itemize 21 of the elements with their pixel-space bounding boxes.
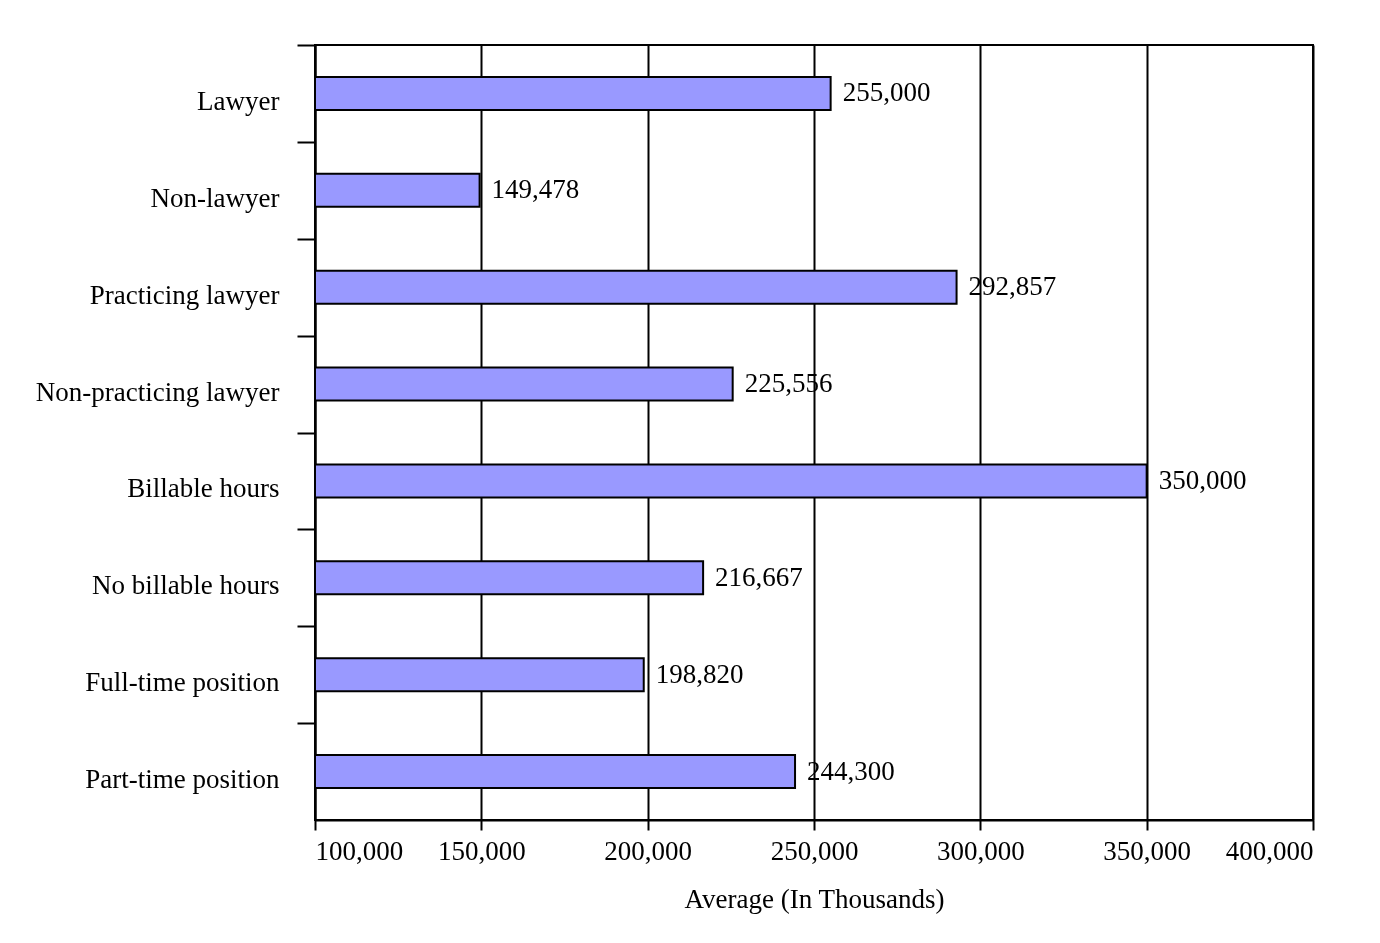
data-label: 216,667	[715, 561, 803, 592]
y-tick-label: Non-practicing lawyer	[35, 376, 280, 407]
y-tick-label: Non-lawyer	[150, 182, 280, 213]
y-tick-label: Full-time position	[85, 667, 280, 698]
data-label: 350,000	[1158, 464, 1247, 495]
x-tick-label: 150,000	[437, 835, 526, 866]
y-tick-label: No billable hours	[92, 570, 280, 601]
data-label: 198,820	[655, 658, 744, 689]
y-tick-label: Practicing lawyer	[89, 279, 280, 310]
x-tick-label: 300,000	[936, 835, 1025, 866]
y-tick-label: Part-time position	[85, 764, 280, 795]
data-label: 255,000	[842, 77, 931, 108]
x-tick-label: 400,000	[1225, 835, 1314, 866]
data-label: 149,478	[491, 174, 580, 205]
x-tick-label: 200,000	[604, 835, 693, 866]
y-tick-label: Lawyer	[197, 85, 280, 116]
x-tick-label: 250,000	[770, 835, 859, 866]
x-tick-label: 350,000	[1103, 835, 1192, 866]
x-axis-title: Average (In Thousands)	[684, 883, 945, 914]
x-tick-label: 100,000	[315, 835, 404, 866]
y-tick-label: Billable hours	[127, 473, 280, 504]
